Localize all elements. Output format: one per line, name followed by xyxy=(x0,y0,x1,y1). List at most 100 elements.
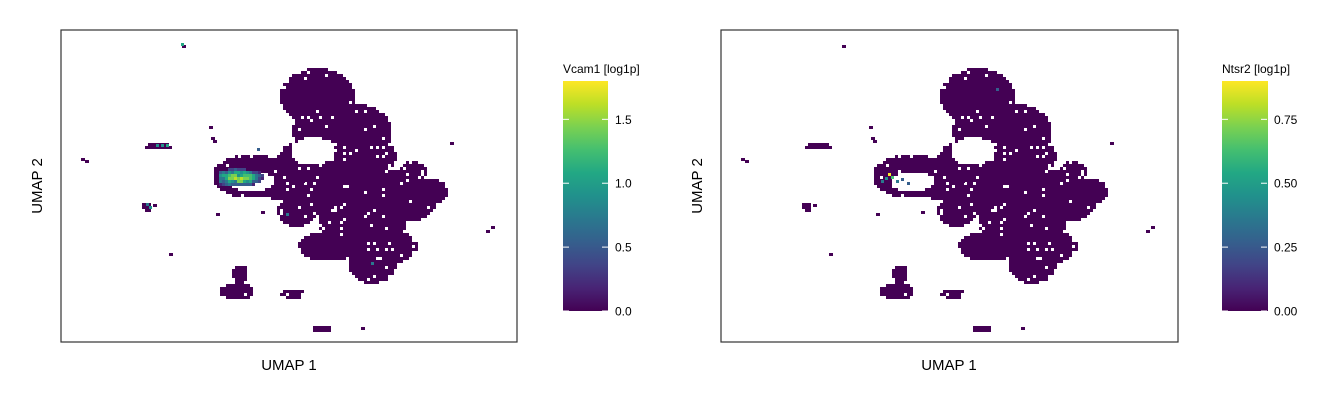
hex-bin xyxy=(337,86,340,89)
hex-bin xyxy=(997,137,1000,140)
x-axis-label: UMAP 1 xyxy=(261,357,317,374)
hex-bin xyxy=(1024,188,1027,191)
hex-bin xyxy=(301,290,304,293)
hex-bin xyxy=(403,209,406,212)
hex-bin xyxy=(217,176,220,179)
hex-bin xyxy=(319,197,322,200)
hex-bin xyxy=(1018,131,1021,134)
hex-bin xyxy=(1069,167,1072,170)
hex-bin xyxy=(319,221,322,224)
hex-bin xyxy=(367,224,370,227)
hex-bin xyxy=(298,242,301,245)
hex-bin xyxy=(970,113,973,116)
hex-bin xyxy=(268,188,271,191)
hex-bin xyxy=(376,233,379,236)
hex-bin xyxy=(322,113,325,116)
hex-bin xyxy=(310,77,313,80)
hex-bin xyxy=(364,131,367,134)
hex-bin xyxy=(331,89,334,92)
hex-bin xyxy=(922,170,925,173)
hex-bin xyxy=(979,197,982,200)
hex-bin xyxy=(955,119,958,122)
hex-bin xyxy=(373,146,376,149)
hex-bin xyxy=(1015,161,1018,164)
hex-bin xyxy=(391,263,394,266)
hex-bin xyxy=(997,251,1000,254)
hex-bin xyxy=(1030,113,1033,116)
hex-bin xyxy=(1039,170,1042,173)
hex-bin xyxy=(1018,236,1021,239)
hex-bin xyxy=(961,218,964,221)
hex-bin xyxy=(934,167,937,170)
hex-bin xyxy=(340,182,343,185)
hex-bin xyxy=(1066,236,1069,239)
hex-bin xyxy=(1006,101,1009,104)
hex-bin xyxy=(958,104,961,107)
hex-bin xyxy=(1090,191,1093,194)
hex-bin-expressed xyxy=(228,180,231,183)
hex-bin xyxy=(385,164,388,167)
hex-bin xyxy=(295,290,298,293)
hex-bin xyxy=(370,116,373,119)
hex-bin xyxy=(388,272,391,275)
hex-bin xyxy=(1042,164,1045,167)
hex-bin xyxy=(310,71,313,74)
hex-bin xyxy=(1069,215,1072,218)
hex-bin xyxy=(391,191,394,194)
hex-bin xyxy=(310,239,313,242)
hex-bin xyxy=(331,221,334,224)
hex-bin xyxy=(1015,239,1018,242)
hex-bin xyxy=(904,170,907,173)
hex-bin xyxy=(1006,116,1009,119)
hex-bin xyxy=(292,293,295,296)
hex-bin xyxy=(286,215,289,218)
hex-bin xyxy=(925,194,928,197)
hex-bin xyxy=(1078,191,1081,194)
hex-bin xyxy=(1021,134,1024,137)
hex-bin xyxy=(1048,194,1051,197)
hex-bin xyxy=(1003,230,1006,233)
hex-bin xyxy=(1048,170,1051,173)
hex-bin xyxy=(346,152,349,155)
hex-bin xyxy=(289,104,292,107)
hex-bin xyxy=(997,224,1000,227)
hex-bin xyxy=(1084,179,1087,182)
hex-bin xyxy=(292,86,295,89)
hex-bin xyxy=(1018,176,1021,179)
hex-bin xyxy=(1027,233,1030,236)
hex-bin xyxy=(295,182,298,185)
hex-bin xyxy=(367,263,370,266)
hex-bin xyxy=(988,182,991,185)
hex-bin xyxy=(934,185,937,188)
hex-bin xyxy=(973,236,976,239)
hex-bin xyxy=(1057,248,1060,251)
hex-bin xyxy=(973,101,976,104)
hex-bin xyxy=(319,128,322,131)
hex-bin xyxy=(976,107,979,110)
hex-bin xyxy=(1006,137,1009,140)
hex-bin xyxy=(1042,221,1045,224)
hex-bin xyxy=(412,248,415,251)
hex-bin xyxy=(355,128,358,131)
hex-bin xyxy=(394,221,397,224)
hex-bin xyxy=(319,89,322,92)
hex-bin xyxy=(358,155,361,158)
hex-bin xyxy=(1033,179,1036,182)
hex-bin xyxy=(994,119,997,122)
hex-bin xyxy=(937,191,940,194)
hex-bin xyxy=(1048,155,1051,158)
hex-bin xyxy=(994,113,997,116)
hex-bin xyxy=(1054,185,1057,188)
hex-bin xyxy=(241,290,244,293)
hex-bin xyxy=(976,182,979,185)
hex-bin xyxy=(373,230,376,233)
hex-bin xyxy=(940,170,943,173)
hex-bin xyxy=(427,182,430,185)
hex-bin xyxy=(982,209,985,212)
hex-bin xyxy=(298,185,301,188)
hex-bin xyxy=(1006,227,1009,230)
hex-bin xyxy=(412,206,415,209)
hex-bin xyxy=(976,86,979,89)
hex-bin xyxy=(979,131,982,134)
hex-bin xyxy=(1057,191,1060,194)
